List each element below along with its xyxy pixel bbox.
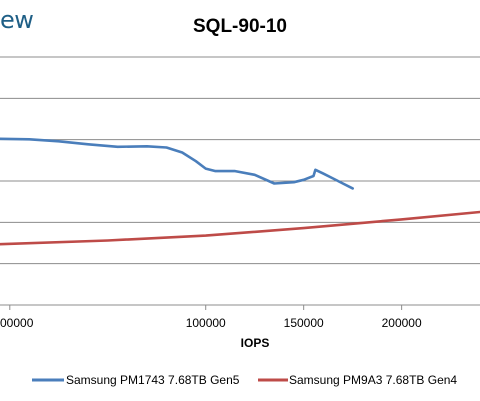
x-axis-title: IOPS	[241, 336, 270, 350]
legend-label-1: Samsung PM9A3 7.68TB Gen4	[289, 373, 457, 387]
gridlines	[0, 56, 480, 306]
x-tick-label: 00000	[0, 316, 34, 330]
brand-logo-fragment: ew	[0, 6, 34, 34]
legend-label-0: Samsung PM1743 7.68TB Gen5	[66, 373, 240, 387]
series-lines	[0, 137, 480, 246]
series-line-0	[0, 137, 355, 190]
series-line-1	[0, 210, 480, 246]
x-tick-labels: 00000 100000 150000 200000	[0, 316, 422, 330]
x-tick-label: 150000	[284, 316, 324, 330]
legend: Samsung PM1743 7.68TB Gen5 Samsung PM9A3 …	[32, 373, 457, 387]
chart-title: SQL-90-10	[193, 16, 287, 37]
x-tick-label: 200000	[382, 316, 422, 330]
axes	[9, 305, 403, 310]
x-tick-label: 100000	[186, 316, 226, 330]
